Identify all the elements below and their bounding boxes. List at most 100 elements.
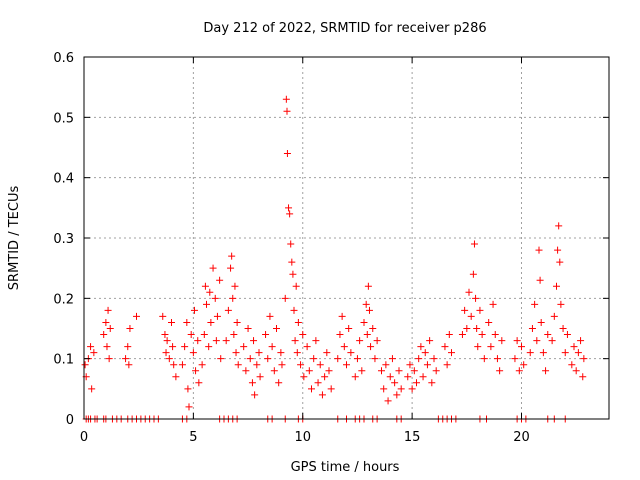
data-point xyxy=(289,270,297,278)
data-point xyxy=(126,325,134,332)
data-point xyxy=(168,318,175,326)
data-points xyxy=(81,95,588,423)
data-point xyxy=(338,312,346,320)
data-point xyxy=(300,373,308,381)
data-point xyxy=(369,325,377,332)
data-point xyxy=(568,361,576,369)
data-point xyxy=(283,150,291,158)
data-point xyxy=(234,361,242,369)
data-point xyxy=(285,204,293,212)
data-point xyxy=(485,318,493,326)
data-point xyxy=(430,355,438,363)
data-point xyxy=(536,276,544,284)
axis-ticks: 0 5 10 15 20 0 0.1 0.2 0.3 0.4 0.5 0.6 xyxy=(53,51,609,445)
data-point xyxy=(580,355,588,363)
data-point xyxy=(212,337,220,345)
data-point xyxy=(432,367,440,375)
data-point xyxy=(251,391,259,399)
data-point xyxy=(106,325,114,332)
data-point xyxy=(277,349,285,357)
data-point xyxy=(395,367,403,375)
data-point xyxy=(406,361,414,369)
data-point xyxy=(183,318,191,326)
data-point xyxy=(371,355,379,363)
data-point xyxy=(548,337,556,345)
data-point xyxy=(570,343,578,351)
data-point xyxy=(365,306,373,314)
data-point xyxy=(574,349,582,357)
data-point xyxy=(161,331,169,339)
data-point xyxy=(362,300,370,308)
data-point xyxy=(233,318,241,326)
data-point xyxy=(428,379,436,387)
data-point xyxy=(316,361,324,369)
data-point xyxy=(246,355,254,363)
data-point xyxy=(408,385,416,393)
data-point xyxy=(448,349,455,357)
data-point xyxy=(535,246,543,254)
data-point xyxy=(217,355,225,363)
data-point xyxy=(513,337,521,345)
data-point xyxy=(423,361,431,369)
data-point xyxy=(493,355,501,363)
data-point xyxy=(303,343,311,351)
data-point xyxy=(124,343,132,351)
data-point xyxy=(209,264,217,272)
data-point xyxy=(340,343,348,351)
data-point xyxy=(334,355,342,363)
x-axis-label: GPS time / hours xyxy=(291,460,400,475)
data-point xyxy=(308,385,315,393)
data-point xyxy=(184,385,192,393)
data-point xyxy=(397,385,405,393)
data-point xyxy=(253,361,261,369)
data-point xyxy=(104,306,112,314)
data-point xyxy=(125,361,133,369)
data-point xyxy=(378,367,385,375)
data-point xyxy=(278,361,286,369)
data-point xyxy=(273,325,280,332)
data-point xyxy=(491,331,499,339)
data-point xyxy=(364,282,372,290)
data-point xyxy=(465,288,473,296)
data-point xyxy=(312,337,320,345)
data-point xyxy=(531,300,539,308)
data-point xyxy=(299,331,307,339)
data-point xyxy=(189,349,197,357)
data-point xyxy=(205,343,213,351)
data-point xyxy=(533,337,541,345)
data-point xyxy=(88,385,96,393)
data-point xyxy=(382,361,390,369)
data-point xyxy=(556,258,564,266)
data-point xyxy=(463,325,471,332)
data-point xyxy=(421,349,429,357)
data-point xyxy=(388,355,396,363)
data-point xyxy=(305,367,313,375)
data-point xyxy=(351,373,359,381)
y-tick-label: 0.6 xyxy=(53,51,74,66)
data-point xyxy=(187,331,195,339)
data-point xyxy=(248,379,256,387)
data-point xyxy=(255,349,263,357)
data-point xyxy=(443,361,451,369)
data-point xyxy=(203,300,210,308)
data-point xyxy=(542,367,550,375)
data-point xyxy=(310,355,318,363)
data-point xyxy=(384,397,392,405)
data-point xyxy=(347,349,355,357)
data-point xyxy=(185,403,193,411)
data-point xyxy=(283,107,291,115)
data-point xyxy=(553,282,560,290)
data-point xyxy=(467,312,475,320)
data-point xyxy=(559,325,567,332)
data-point xyxy=(163,337,171,345)
data-point xyxy=(539,349,547,357)
data-point xyxy=(410,367,418,375)
data-point xyxy=(343,361,350,369)
data-point xyxy=(327,385,335,393)
data-point xyxy=(480,355,488,363)
data-point xyxy=(318,391,326,399)
data-point xyxy=(473,325,481,332)
data-point xyxy=(256,373,264,381)
data-point xyxy=(192,367,200,375)
